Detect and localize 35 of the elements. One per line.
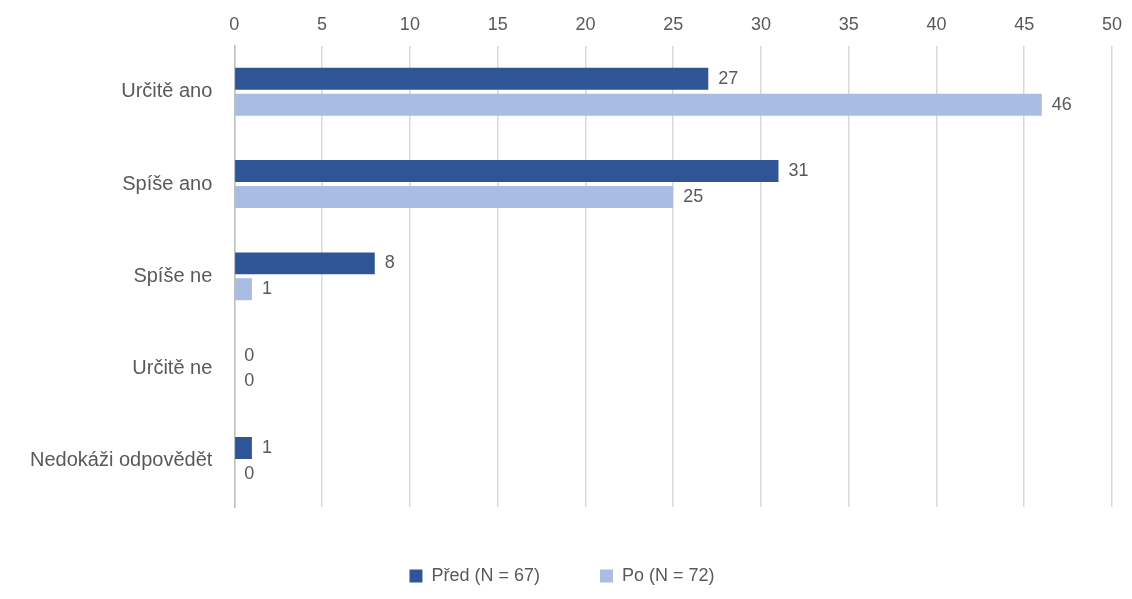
y-tick-label: Nedokáži odpovědět (29, 448, 213, 471)
data-label: 46 (1051, 93, 1072, 114)
bar (235, 278, 252, 301)
y-tick-label: Spíše ano (122, 171, 213, 194)
x-tick-label: 45 (1014, 13, 1035, 34)
y-tick-label: Spíše ne (133, 263, 213, 286)
data-label: 8 (384, 252, 395, 273)
data-label: 1 (261, 278, 272, 299)
x-tick-label: 30 (750, 13, 771, 34)
y-tick-label: Určitě ano (121, 79, 213, 102)
x-tick-label: 35 (838, 13, 859, 34)
data-label: 0 (244, 370, 255, 391)
x-tick-label: 20 (575, 13, 596, 34)
bar (235, 93, 1042, 116)
bar (235, 160, 779, 183)
legend-label: Před (N = 67) (431, 564, 540, 585)
bar (235, 252, 375, 275)
x-tick-label: 0 (229, 13, 240, 34)
x-tick-label: 40 (926, 13, 947, 34)
bar (235, 185, 674, 208)
x-tick-label: 50 (1101, 13, 1122, 34)
x-tick-label: 5 (317, 13, 328, 34)
data-label: 25 (683, 185, 704, 206)
data-label: 0 (244, 344, 255, 365)
data-label: 1 (261, 436, 272, 457)
data-label: 31 (788, 160, 809, 181)
legend-label: Po (N = 72) (622, 564, 715, 585)
bar (235, 436, 252, 459)
y-tick-label: Určitě ne (132, 356, 213, 379)
x-tick-label: 15 (487, 13, 508, 34)
x-tick-label: 10 (399, 13, 420, 34)
data-label: 0 (244, 462, 255, 483)
data-label: 27 (718, 67, 739, 88)
bar (235, 67, 709, 90)
x-tick-label: 25 (663, 13, 684, 34)
